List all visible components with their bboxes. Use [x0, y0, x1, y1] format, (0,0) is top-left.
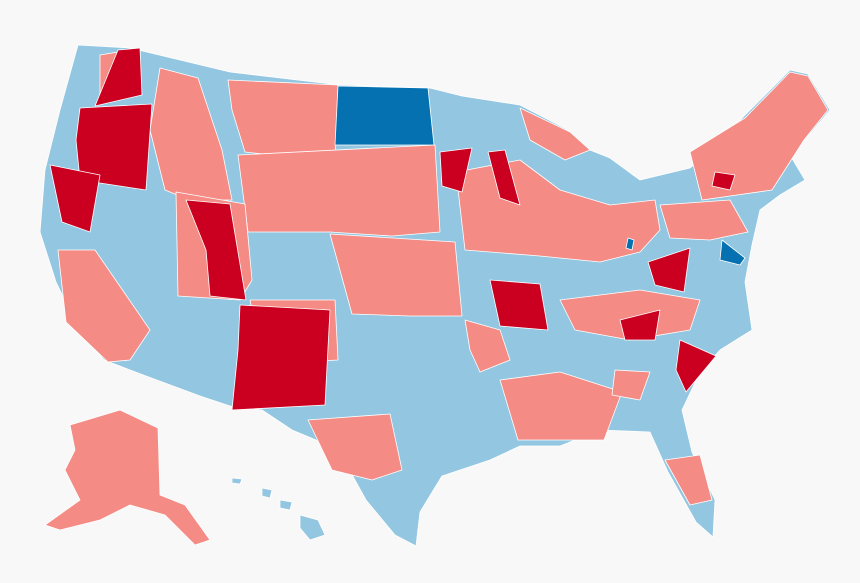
district-group — [499, 371, 623, 441]
district-group — [647, 247, 691, 293]
districts — [39, 44, 831, 547]
district-group — [659, 199, 749, 241]
district-group — [227, 79, 339, 159]
district-group — [439, 147, 473, 193]
district-group — [625, 237, 635, 251]
district-group — [94, 47, 143, 107]
hawaii — [299, 514, 326, 541]
district-group — [464, 319, 511, 373]
district-group — [711, 171, 736, 191]
district-group — [489, 279, 549, 331]
district-group — [307, 413, 403, 481]
hawaii — [231, 477, 243, 485]
district-group — [487, 149, 521, 206]
district-group — [57, 249, 151, 363]
district-group — [675, 339, 717, 393]
district-group — [559, 289, 701, 341]
hawaii — [279, 499, 293, 511]
district-group — [185, 199, 247, 301]
district-group — [237, 144, 441, 237]
district-group — [689, 71, 829, 201]
district-group — [619, 309, 661, 341]
district-group — [231, 304, 331, 411]
district-group — [719, 239, 746, 266]
district-group — [329, 233, 463, 317]
alaska — [44, 409, 211, 546]
district-group — [664, 454, 713, 506]
district-group — [519, 107, 591, 161]
district-group — [334, 85, 435, 146]
district-group — [75, 103, 153, 191]
district-group — [49, 164, 101, 233]
hawaii — [261, 487, 273, 499]
district-group — [611, 369, 651, 401]
